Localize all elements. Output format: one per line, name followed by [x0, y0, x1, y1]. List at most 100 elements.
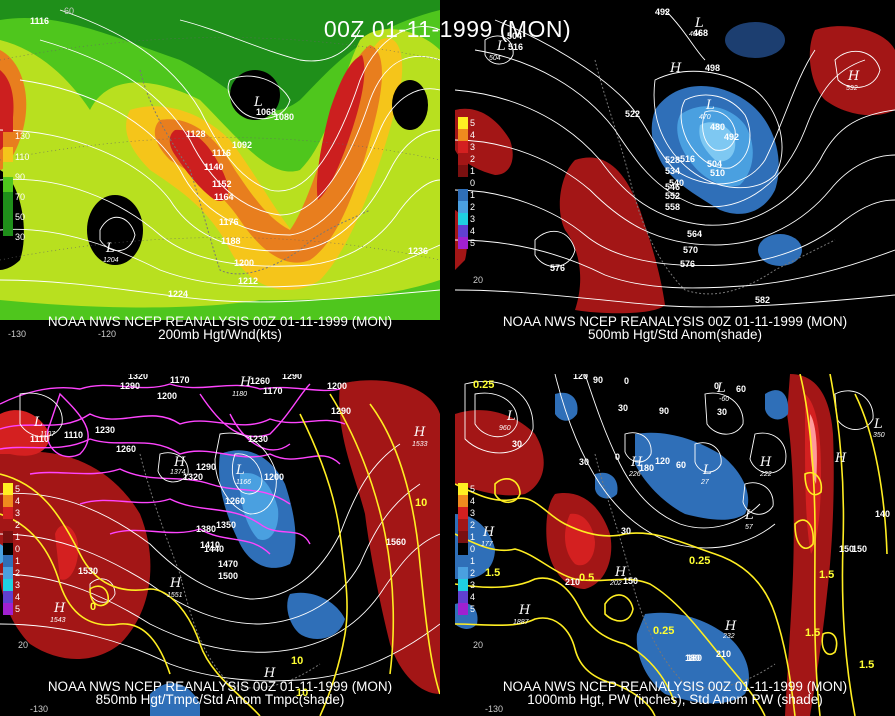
system-value: 504 — [489, 55, 501, 62]
legend-200mb: 130 110 90 70 50 30 — [3, 117, 30, 242]
low-center: L — [105, 241, 115, 256]
low-center: L — [496, 39, 506, 54]
system-value: 1533 — [412, 441, 428, 448]
isotherm-label: 0 — [90, 601, 96, 613]
legend-label: 90 — [15, 172, 26, 182]
anomaly-positive — [0, 410, 50, 456]
panel-subcaption: 500mb Hgt/Std Anom(shade) — [587, 327, 763, 342]
panel-subcaption: 200mb Hgt/Wnd(kts) — [158, 327, 282, 342]
contour-label: 1170 — [263, 386, 283, 396]
contour-label: 180 — [639, 463, 654, 473]
system-value: 1374 — [170, 469, 186, 476]
contour-label: 1260 — [225, 496, 245, 506]
low-center: L — [873, 417, 883, 432]
contour-label: 0 — [624, 376, 629, 386]
pw-label: 1.5 — [805, 627, 820, 639]
pw-label: 0.25 — [689, 555, 710, 567]
contour-label: 1260 — [116, 444, 136, 454]
panel-1000mb: 0.25 1.5 0.25 0.5 0.25 1.5 1.5 1.5 120 9… — [455, 374, 895, 716]
contour-label: 120 — [655, 456, 670, 466]
legend-label: 3 — [15, 580, 21, 590]
legend-label: 5 — [470, 604, 476, 614]
high-center: H — [630, 455, 643, 470]
anomaly-positive — [559, 157, 665, 314]
contour-label: 30 — [621, 526, 631, 536]
pw-label: 1.5 — [485, 567, 500, 579]
panel-850mb: 1320 1170 1290 1200 1290 1110 1230 1260 … — [0, 374, 440, 716]
contour-label: 552 — [665, 191, 680, 201]
legend-label: 3 — [470, 214, 476, 224]
main-title: 00Z 01-11-1999 (MON) — [323, 16, 572, 42]
latlon-label: 20 — [473, 640, 483, 650]
system-value: 226 — [628, 471, 641, 478]
contour-label: 1200 — [327, 381, 347, 391]
contour-label: 1530 — [78, 566, 98, 576]
high-center: H — [413, 425, 426, 440]
low-center: L — [702, 463, 712, 478]
high-center: H — [759, 455, 772, 470]
contour-label: 1164 — [214, 192, 234, 202]
height-contours-500mb — [455, 9, 895, 308]
legend-500mb: 5 4 3 2 1 0 1 2 3 4 5 — [458, 117, 475, 249]
anomaly-positive — [339, 380, 440, 694]
latlon-label: -130 — [8, 329, 26, 339]
contour-label: 582 — [755, 295, 770, 305]
low-center: L — [716, 381, 726, 396]
legend-label: 4 — [15, 496, 21, 506]
temp-contours — [0, 383, 346, 555]
pw-label: 0.25 — [473, 379, 494, 391]
contour-label: 546 — [665, 182, 680, 192]
high-center: H — [263, 666, 276, 681]
contour-label: 1080 — [274, 112, 294, 122]
pw-label: 1.5 — [819, 569, 834, 581]
isotherm-label: 10 — [296, 687, 308, 699]
legend-label: 2 — [15, 520, 21, 530]
system-value: -60 — [719, 396, 729, 403]
system-value: 1543 — [50, 617, 66, 624]
system-value: 177 — [481, 541, 494, 548]
system-value: 470 — [699, 114, 711, 121]
contour-label: 30 — [618, 403, 628, 413]
contour-label: 1290 — [196, 462, 216, 472]
panel-caption: NOAA NWS NCEP REANALYSIS 00Z 01-11-1999 … — [502, 679, 848, 694]
legend-label: 4 — [470, 592, 476, 602]
pw-label: 0.25 — [653, 625, 674, 637]
contour-label: 528 — [665, 155, 680, 165]
contour-label: 1200 — [264, 472, 284, 482]
high-center: H — [669, 61, 682, 76]
contour-label: 516 — [680, 154, 695, 164]
contour-label: 1350 — [216, 520, 236, 530]
system-value: 350 — [873, 432, 885, 439]
legend-1000mb: 5 4 3 2 1 0 1 2 3 4 5 — [458, 483, 475, 615]
contour-label: 90 — [593, 375, 603, 385]
latlon-label: 20 — [473, 275, 483, 285]
system-value: 1887 — [513, 619, 530, 626]
contour-label: 480 — [710, 122, 725, 132]
high-center: H — [239, 375, 252, 390]
contour-label: 1260 — [250, 376, 270, 386]
system-value: 960 — [499, 425, 511, 432]
legend-label: 4 — [470, 130, 476, 140]
legend-label: 3 — [470, 142, 476, 152]
contour-label: 1500 — [218, 571, 238, 581]
contour-label: 1236 — [408, 246, 428, 256]
legend-label: 0 — [15, 544, 21, 554]
panel-subcaption: 850mb Hgt/Tmpc/Std Anom Tmpc(shade) — [95, 692, 345, 707]
panel-caption: NOAA NWS NCEP REANALYSIS 00Z 01-11-1999 … — [47, 679, 393, 694]
legend-label: 1 — [470, 556, 476, 566]
pw-label: 0.5 — [579, 572, 594, 584]
legend-label: 5 — [15, 484, 21, 494]
panel-500mb: 492 504 516 498 522 480 492 504 510 528 … — [455, 0, 895, 342]
high-center: H — [482, 525, 495, 540]
contour-label: 150 — [839, 544, 854, 554]
height-contours-850mb — [0, 392, 440, 682]
latlon-label: -130 — [485, 704, 503, 714]
legend-label: 30 — [15, 232, 26, 242]
contour-label: 510 — [710, 168, 725, 178]
legend-label: 2 — [15, 568, 21, 578]
legend-label: 130 — [15, 131, 31, 141]
low-center: L — [235, 463, 245, 478]
contour-label: 150 — [852, 544, 867, 554]
contour-label: 210 — [565, 577, 580, 587]
legend-label: 4 — [15, 592, 21, 602]
